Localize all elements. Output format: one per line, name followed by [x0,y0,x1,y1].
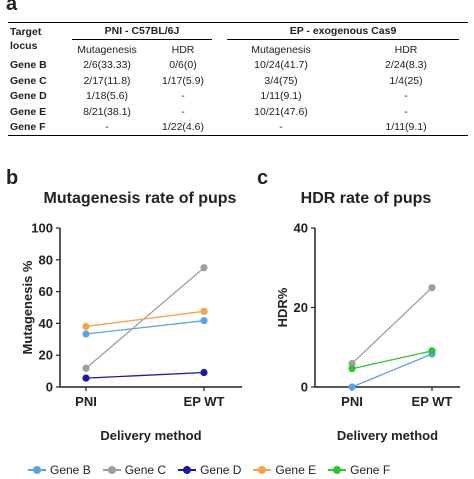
table-cell: 1/18(5.6) [85,90,129,103]
panel-letter-a: a [6,0,18,15]
table-cell: 1/4(25) [389,74,423,87]
table-cell: - [218,119,344,136]
mutagenesis-point-gene-b [200,317,208,325]
legend-label: Gene E [275,463,317,477]
table-cell: - [181,105,185,118]
mutagenesis-point-gene-c [200,264,208,272]
hdr-chart-title: HDR rate of pups [300,190,432,207]
subheader-hdr: HDR [394,43,418,56]
mutagenesis-series-line-gene-e [85,310,205,328]
legend-item: Gene F [328,463,390,477]
legend: Gene B Gene C Gene D Gene E Gene F [28,462,474,478]
subheader-mutagenesis: Mutagenesis [251,43,311,56]
legend-swatch [178,464,197,476]
legend-label: Gene B [50,463,91,477]
legend-label: Gene C [124,463,167,477]
gene-name: Gene C [10,74,47,87]
mutagenesis-y-tick-label: 80 [39,252,53,267]
mutagenesis-y-tick-label: 0 [46,380,53,395]
legend-item: Gene B [28,463,91,477]
mutagenesis-point-gene-e [200,307,208,315]
table-cell: 2/6(33.33) [83,59,131,72]
target-locus-header: Target locus [8,22,66,58]
table-cell: 1/22(4.6) [148,119,218,136]
table-cell: 10/24(41.7) [254,59,308,72]
mutagenesis-y-tick-label: 40 [39,316,53,331]
legend-swatch [28,464,46,476]
table-cell: 10/21(47.6) [254,105,308,118]
mutagenesis-x-tick-label: EP WT [184,394,225,409]
table-cell: 2/17(11.8) [83,74,131,87]
table-row: Gene D 1/18(5.6) - 1/11(9.1) - [8,89,468,105]
mutagenesis-y-tick-label: 20 [39,348,53,363]
table-cell: 1/11(9.1) [260,90,302,103]
mutagenesis-point-gene-e [82,322,90,331]
legend-label: Gene F [350,463,391,477]
table-row: Gene F - 1/22(4.6) - 1/11(9.1) [8,119,468,136]
table-cell: 8/21(38.1) [83,105,131,118]
gene-name: Gene E [10,105,47,118]
group-header-pni: PNI - C57BL/6J [66,22,218,42]
mutagenesis-point-gene-d [200,368,208,377]
mutagenesis-point-gene-c [82,364,90,372]
legend-item: Gene C [102,463,167,477]
panel-letter-b: b [6,167,19,189]
mutagenesis-x-tick-label: PNI [75,394,97,409]
mutagenesis-point-gene-d [82,374,90,382]
mutagenesis-y-tick-label: 100 [31,221,53,236]
table-row: Gene E 8/21(38.1) - 10/21(47.6) - [8,104,468,120]
table-row: Gene C 2/17(11.8) 1/17(5.9) 3/4(75) 1/4(… [8,73,468,89]
panel-letter-c: c [257,167,269,189]
subheader-mutagenesis: Mutagenesis [77,43,137,56]
mutagenesis-series-line-gene-d [85,371,205,379]
mutagenesis-y-axis-label: Mutagenesis % [20,260,35,354]
legend-item: Gene D [178,463,241,477]
subheader-hdr: HDR [171,43,195,56]
table-cell: 1/11(9.1) [344,119,468,136]
mutagenesis-series-line-gene-b [85,320,205,335]
legend-label: Gene D [200,463,242,477]
table-cell: - [66,119,148,136]
legend-swatch [328,464,347,476]
legend-swatch [102,464,121,476]
mutagenesis-chart-title: Mutagenesis rate of pups [43,190,237,207]
table-cell: - [404,90,408,103]
table-cell: 0/6(0) [169,59,197,72]
legend-item: Gene E [253,463,316,477]
table-cell: - [404,105,408,118]
mutagenesis-series-line-gene-c [85,267,205,369]
results-table: Target locus PNI - C57BL/6J EP - exogenou… [8,22,468,136]
table-cell: 3/4(75) [264,74,298,87]
table-row: Gene B 2/6(33.33) 0/6(0) 10/24(41.7) 2/2… [8,58,468,74]
gene-name: Gene D [10,90,47,103]
gene-name: Gene B [10,59,47,72]
group-header-ep: EP - exogenous Cas9 [218,22,468,42]
mutagenesis-point-gene-b [82,330,90,338]
mutagenesis-y-tick-label: 60 [39,284,53,299]
gene-name: Gene F [8,119,66,136]
table-cell: - [181,90,185,103]
table-cell: 2/24(8.3) [384,59,428,72]
mutagenesis-x-axis-label: Delivery method [100,428,201,443]
legend-swatch [253,464,272,476]
table-cell: 1/17(5.9) [161,74,205,87]
